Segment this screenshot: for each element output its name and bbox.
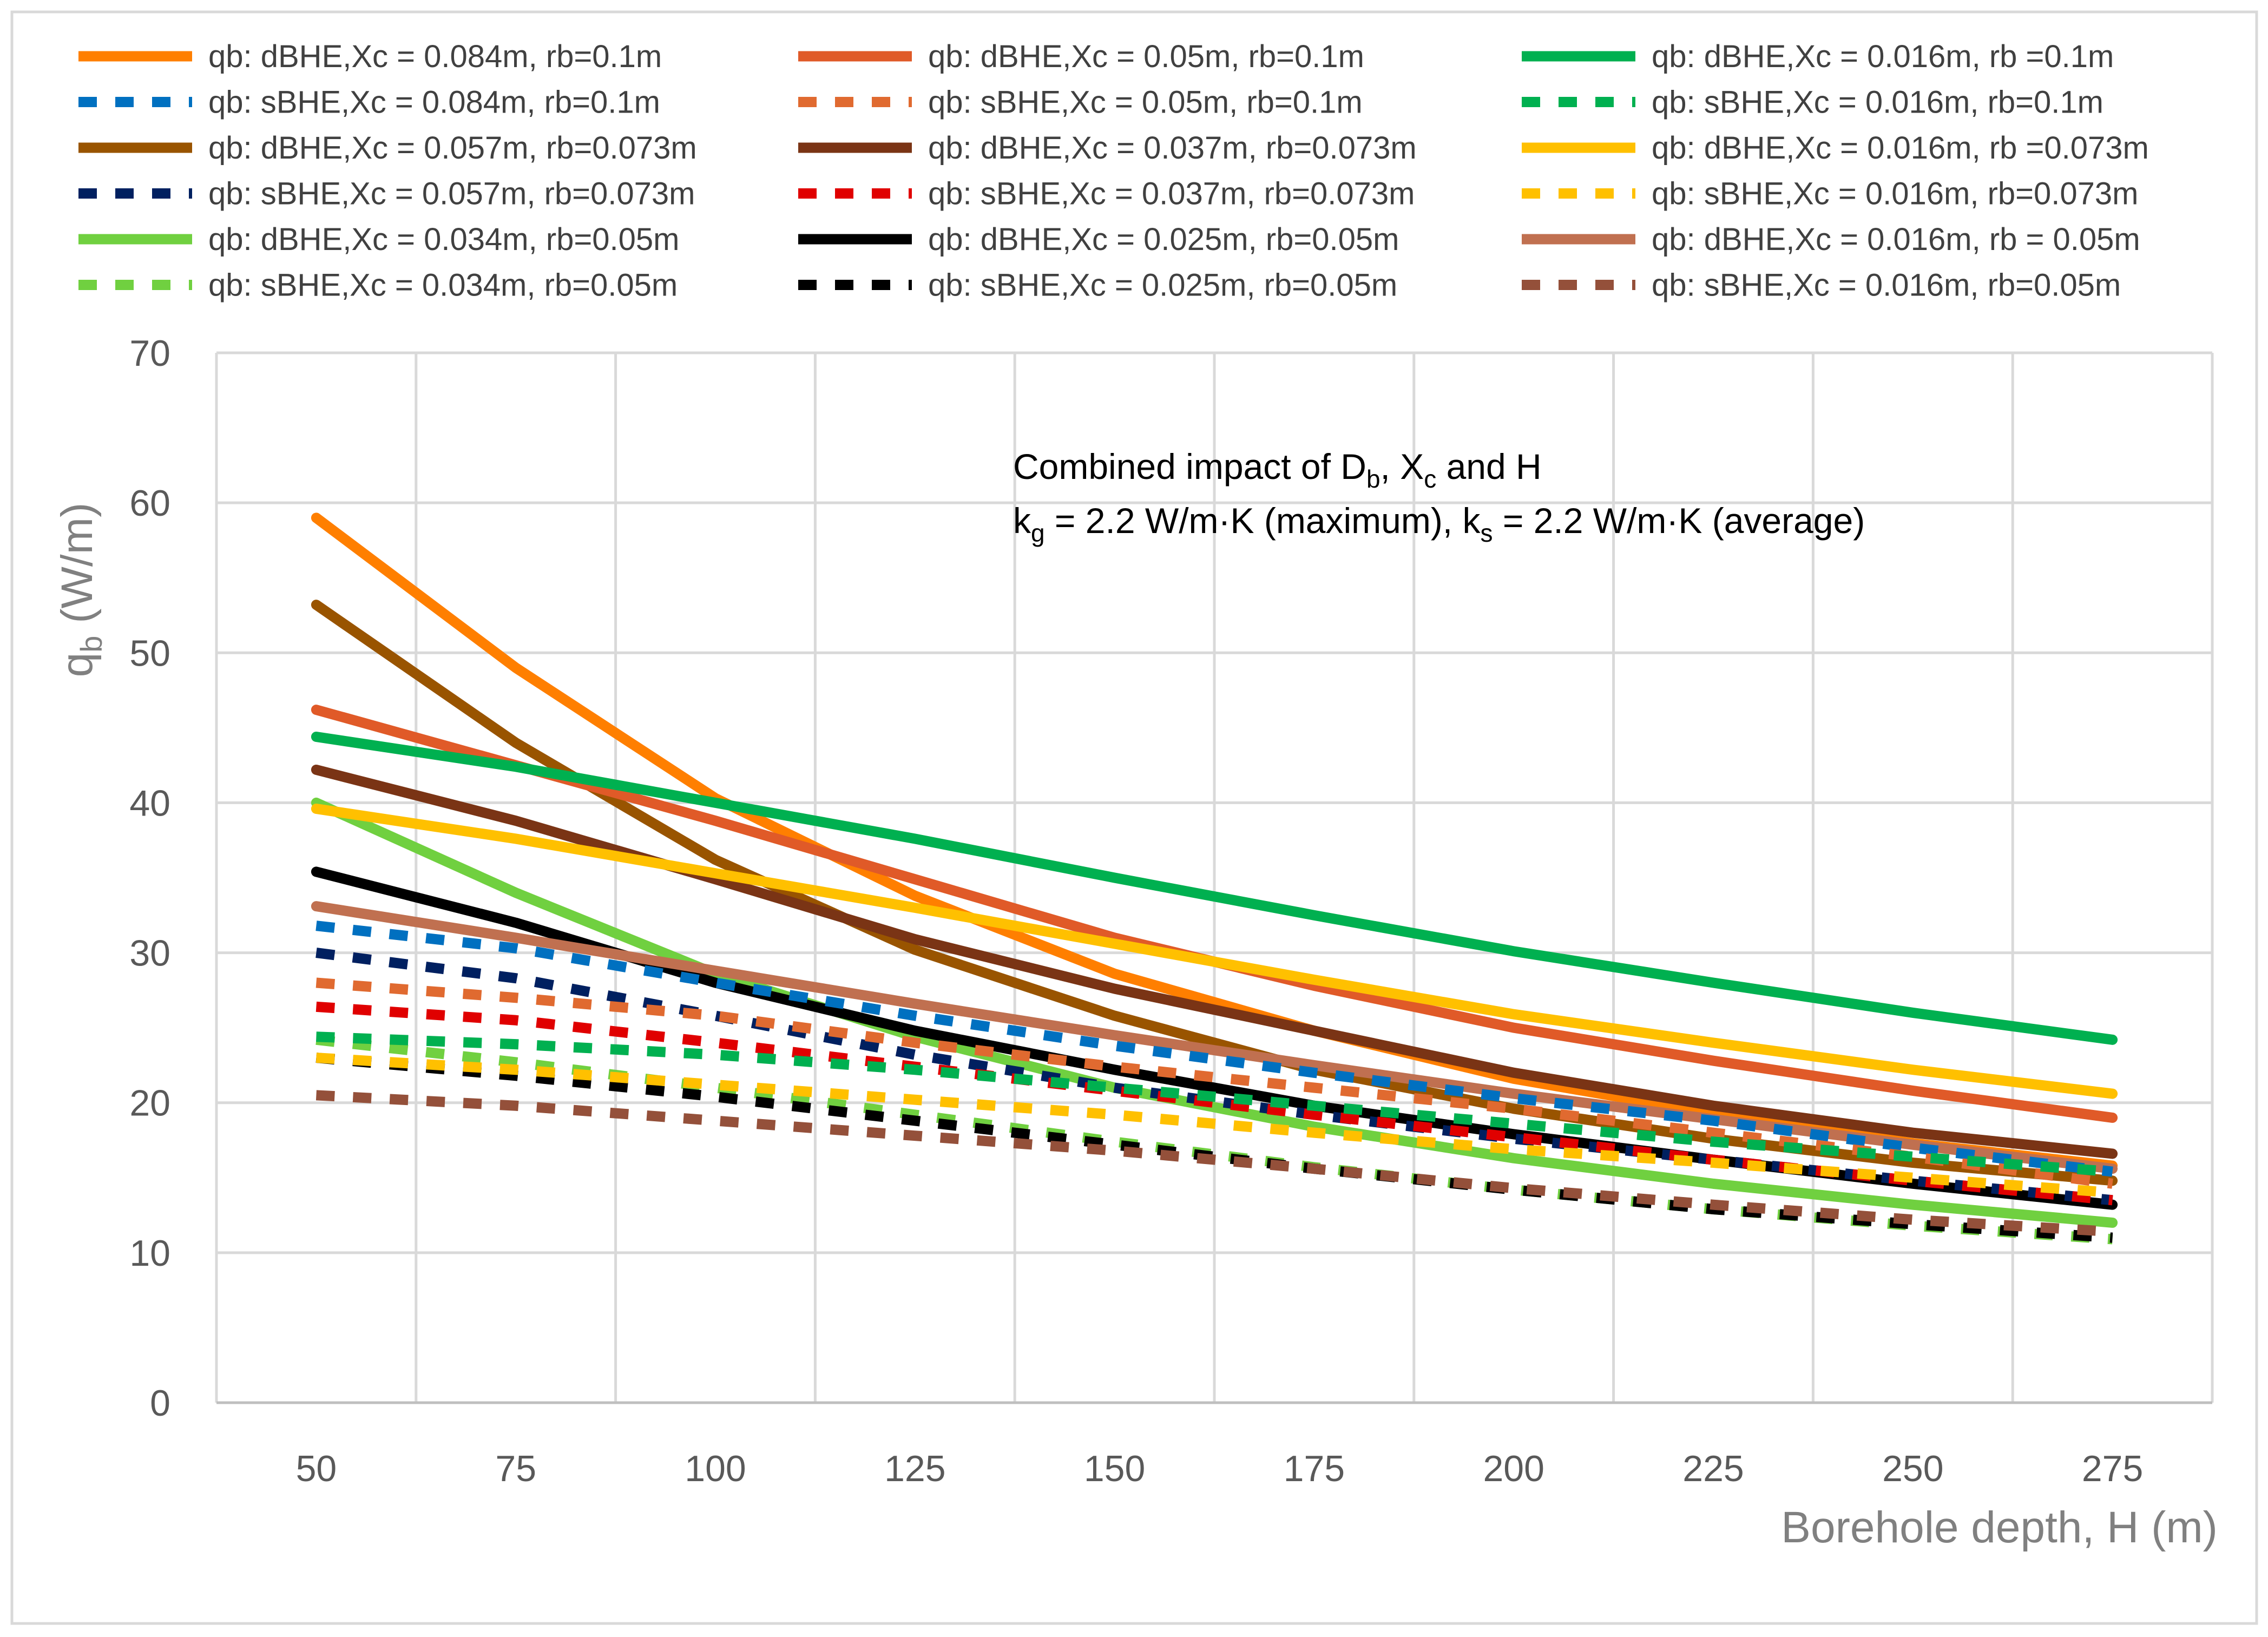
legend-label-14: qb: dBHE,Xc = 0.016m, rb =0.073m [1652, 130, 2149, 166]
legend-label-3: qb: sBHE,Xc = 0.057m, rb=0.073m [208, 176, 695, 212]
y-tick-label: 10 [129, 1233, 170, 1274]
annot-2b: g [1031, 519, 1045, 547]
y-tick-label: 70 [129, 333, 170, 374]
gridlines [216, 351, 2214, 1403]
series-line-17 [315, 1090, 2113, 1237]
legend-label-15: qb: sBHE,Xc = 0.016m, rb=0.073m [1652, 176, 2138, 212]
annotation-line-1: Combined impact of Db, Xc and H [1013, 446, 1542, 493]
legend-label-10: qb: dBHE,Xc = 0.025m, rb=0.05m [928, 222, 1399, 257]
x-tick-label: 250 [1882, 1448, 1943, 1489]
y-tick-label: 50 [129, 633, 170, 674]
x-tick-label: 175 [1284, 1448, 1345, 1489]
legend-label-2: qb: dBHE,Xc = 0.057m, rb=0.073m [208, 130, 697, 166]
y-axis-title: qb (W/m) [52, 503, 108, 678]
x-tick-label: 125 [884, 1448, 945, 1489]
legend-label-16: qb: dBHE,Xc = 0.016m, rb = 0.05m [1652, 222, 2140, 257]
x-tick-label: 100 [685, 1448, 746, 1489]
x-tick-label: 50 [296, 1448, 337, 1489]
y-tick-label: 0 [150, 1383, 170, 1424]
series-line-1 [315, 921, 2113, 1177]
series-line-9 [315, 1001, 2113, 1206]
y-tick-label: 20 [129, 1083, 170, 1124]
legend-label-4: qb: dBHE,Xc = 0.034m, rb=0.05m [208, 222, 679, 257]
tick-labels: 0 10 20 30 40 50 60 70 50 75 100 125 150 175 200 225 250… [129, 333, 2143, 1489]
legend-label-17: qb: sBHE,Xc = 0.016m, rb=0.05m [1652, 268, 2121, 303]
series-line-12 [311, 731, 2118, 1045]
y-tick-label: 60 [129, 483, 170, 524]
annot-2e: = 2.2 W/m·K (average) [1493, 501, 1865, 541]
x-tick-label: 225 [1682, 1448, 1744, 1489]
y-tick-label: 40 [129, 783, 170, 824]
legend-label-5: qb: sBHE,Xc = 0.034m, rb=0.05m [208, 268, 678, 303]
series-line-3 [315, 948, 2113, 1206]
legend-label-8: qb: dBHE,Xc = 0.037m, rb=0.073m [928, 130, 1417, 166]
annot-1b: b [1366, 465, 1380, 493]
series-line-2 [311, 600, 2118, 1186]
series-line-11 [315, 1053, 2113, 1243]
legend-label-13: qb: sBHE,Xc = 0.016m, rb=0.1m [1652, 85, 2103, 120]
series-line-13 [316, 1031, 2113, 1177]
y-axis-title-sub: b [74, 636, 108, 653]
series-line-15 [315, 1053, 2113, 1198]
series-line-14 [311, 804, 2118, 1099]
x-tick-label: 150 [1084, 1448, 1145, 1489]
annotation-line-2: kg = 2.2 W/m·K (maximum), ks = 2.2 W/m·K… [1013, 501, 1865, 547]
annot-1c: , X [1380, 446, 1424, 487]
annot-2d: s [1480, 519, 1493, 547]
x-tick-label: 200 [1483, 1448, 1544, 1489]
y-axis-title-q: q [52, 653, 102, 678]
y-tick-label: 30 [129, 933, 170, 974]
legend-label-12: qb: dBHE,Xc = 0.016m, rb =0.1m [1652, 39, 2114, 74]
series-line-4 [311, 797, 2118, 1228]
legend-label-0: qb: dBHE,Xc = 0.084m, rb=0.1m [208, 39, 662, 74]
legend-label-1: qb: sBHE,Xc = 0.084m, rb=0.1m [208, 85, 660, 120]
legend-label-11: qb: sBHE,Xc = 0.025m, rb=0.05m [928, 268, 1397, 303]
x-tick-label: 275 [2082, 1448, 2143, 1489]
annot-2c: = 2.2 W/m·K (maximum), k [1045, 501, 1481, 541]
annot-1e: and H [1436, 446, 1541, 487]
annot-1a: Combined impact of D [1013, 446, 1366, 487]
axes [215, 353, 2212, 1404]
x-tick-label: 75 [495, 1448, 536, 1489]
annot-2a: k [1013, 501, 1031, 541]
legend-label-9: qb: sBHE,Xc = 0.037m, rb=0.073m [928, 176, 1415, 212]
series-lines [311, 512, 2118, 1245]
y-axis-title-unit: (W/m) [52, 503, 102, 636]
legend: qb: dBHE,Xc = 0.084m, rb=0.1m qb: sBHE,Xc… [78, 39, 2149, 303]
legend-label-7: qb: sBHE,Xc = 0.05m, rb=0.1m [928, 85, 1363, 120]
series-line-7 [315, 977, 2113, 1189]
annot-1d: c [1424, 465, 1436, 493]
series-line-8 [311, 764, 2118, 1159]
x-axis-title: Borehole depth, H (m) [1781, 1503, 2218, 1552]
legend-label-6: qb: dBHE,Xc = 0.05m, rb=0.1m [928, 39, 1364, 74]
